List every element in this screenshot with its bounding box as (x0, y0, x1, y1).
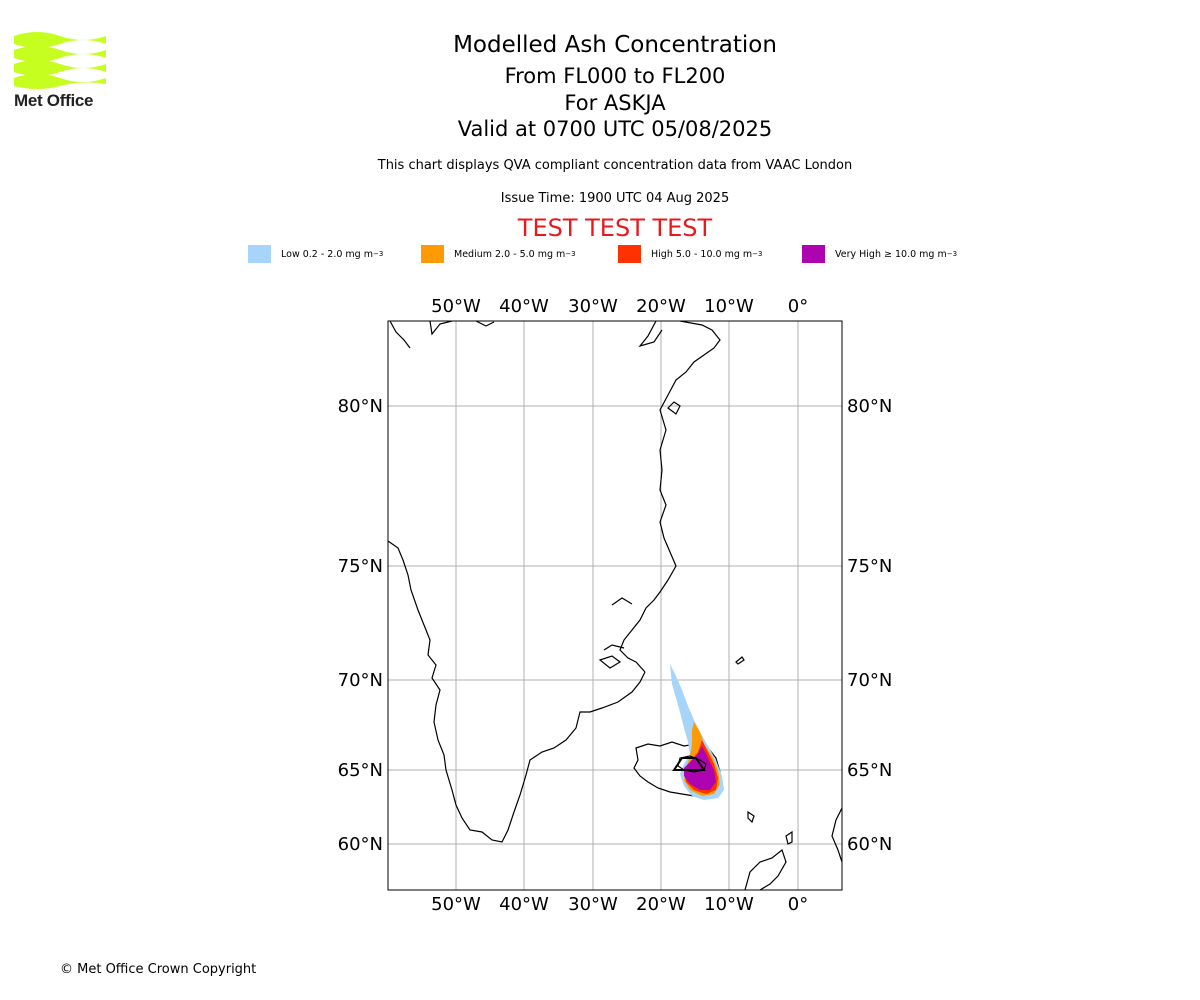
lat-label-right-75n: 75°N (847, 556, 892, 577)
copyright-notice: © Met Office Crown Copyright (60, 962, 257, 977)
legend-high-swatch (618, 245, 641, 263)
chart-title: Modelled Ash Concentration (453, 32, 777, 58)
lat-label-right-70n: 70°N (847, 670, 892, 691)
legend-low-label: Low 0.2 - 2.0 mg m (281, 248, 373, 260)
ash-very-high-area (684, 746, 716, 790)
level-range: From FL000 to FL200 (504, 64, 726, 88)
lon-label-top-0: 0° (788, 296, 808, 317)
lon-label-top-10w: 10°W (704, 296, 754, 317)
description: This chart displays QVA compliant concen… (377, 158, 853, 173)
map-grid (388, 321, 842, 890)
lon-label-bottom-50w: 50°W (431, 894, 481, 915)
ash-plume (670, 664, 724, 800)
legend-very-high-swatch (802, 245, 825, 263)
legend-low-swatch (248, 245, 271, 263)
fjord-lines (603, 597, 633, 651)
lon-label-top-50w: 50°W (431, 296, 481, 317)
lat-label-right-80n: 80°N (847, 396, 892, 417)
greenland-north-coast (389, 321, 411, 349)
legend-high-label: High 5.0 - 10.0 mg m (651, 248, 753, 260)
greenland-west-coast (388, 540, 646, 843)
lon-label-top-30w: 30°W (568, 296, 618, 317)
lat-label-left-75n: 75°N (338, 556, 383, 577)
greenland-east-coast (619, 321, 721, 673)
lat-label-right-65n: 65°N (847, 760, 892, 781)
small-island-1 (667, 401, 681, 415)
map-frame (387, 320, 843, 891)
legend-low: Low 0.2 - 2.0 mg m −3 (248, 245, 383, 263)
lon-label-bottom-20w: 20°W (636, 894, 686, 915)
legend-medium-swatch (421, 245, 444, 263)
legend-very-high-exp: −3 (946, 250, 958, 258)
legend-high: High 5.0 - 10.0 mg m −3 (618, 245, 763, 263)
lon-label-bottom-30w: 30°W (568, 894, 618, 915)
volcano-marker (672, 757, 706, 771)
lon-label-bottom-40w: 40°W (499, 894, 549, 915)
small-island-2 (598, 655, 622, 669)
lon-label-bottom-10w: 10°W (704, 894, 754, 915)
lon-label-top-20w: 20°W (636, 296, 686, 317)
test-banner: TEST TEST TEST (517, 214, 713, 242)
lon-label-top-40w: 40°W (499, 296, 549, 317)
coastlines (388, 321, 842, 890)
shetland (785, 830, 793, 845)
greenland-ne-island (638, 321, 663, 348)
legend-very-high-label: Very High ≥ 10.0 mg m (835, 248, 947, 260)
legend-medium-label: Medium 2.0 - 5.0 mg m (454, 248, 566, 260)
scotland-coast (744, 848, 787, 890)
greenland-north-inlet (429, 321, 453, 336)
lat-label-right-60n: 60°N (847, 834, 892, 855)
lat-label-left-60n: 60°N (338, 834, 383, 855)
met-office-logo (14, 32, 106, 89)
greenland-north-inlet-2 (475, 321, 495, 327)
lat-label-left-70n: 70°N (338, 670, 383, 691)
lon-label-bottom-0: 0° (788, 894, 808, 915)
legend-medium: Medium 2.0 - 5.0 mg m −3 (421, 245, 576, 263)
volcano-name: For ASKJA (564, 91, 666, 115)
norway-coast (831, 807, 842, 863)
legend-medium-exp: −3 (565, 250, 576, 258)
issue-time: Issue Time: 1900 UTC 04 Aug 2025 (500, 191, 730, 206)
lat-label-left-65n: 65°N (338, 760, 383, 781)
lat-label-left-80n: 80°N (338, 396, 383, 417)
legend-low-exp: −3 (373, 250, 384, 258)
jan-mayen (735, 656, 745, 665)
faroe-islands (747, 810, 755, 824)
valid-time: Valid at 0700 UTC 05/08/2025 (457, 117, 773, 141)
logo-text: Met Office (14, 91, 94, 110)
legend-high-exp: −3 (752, 250, 763, 258)
legend-very-high: Very High ≥ 10.0 mg m −3 (802, 245, 957, 263)
